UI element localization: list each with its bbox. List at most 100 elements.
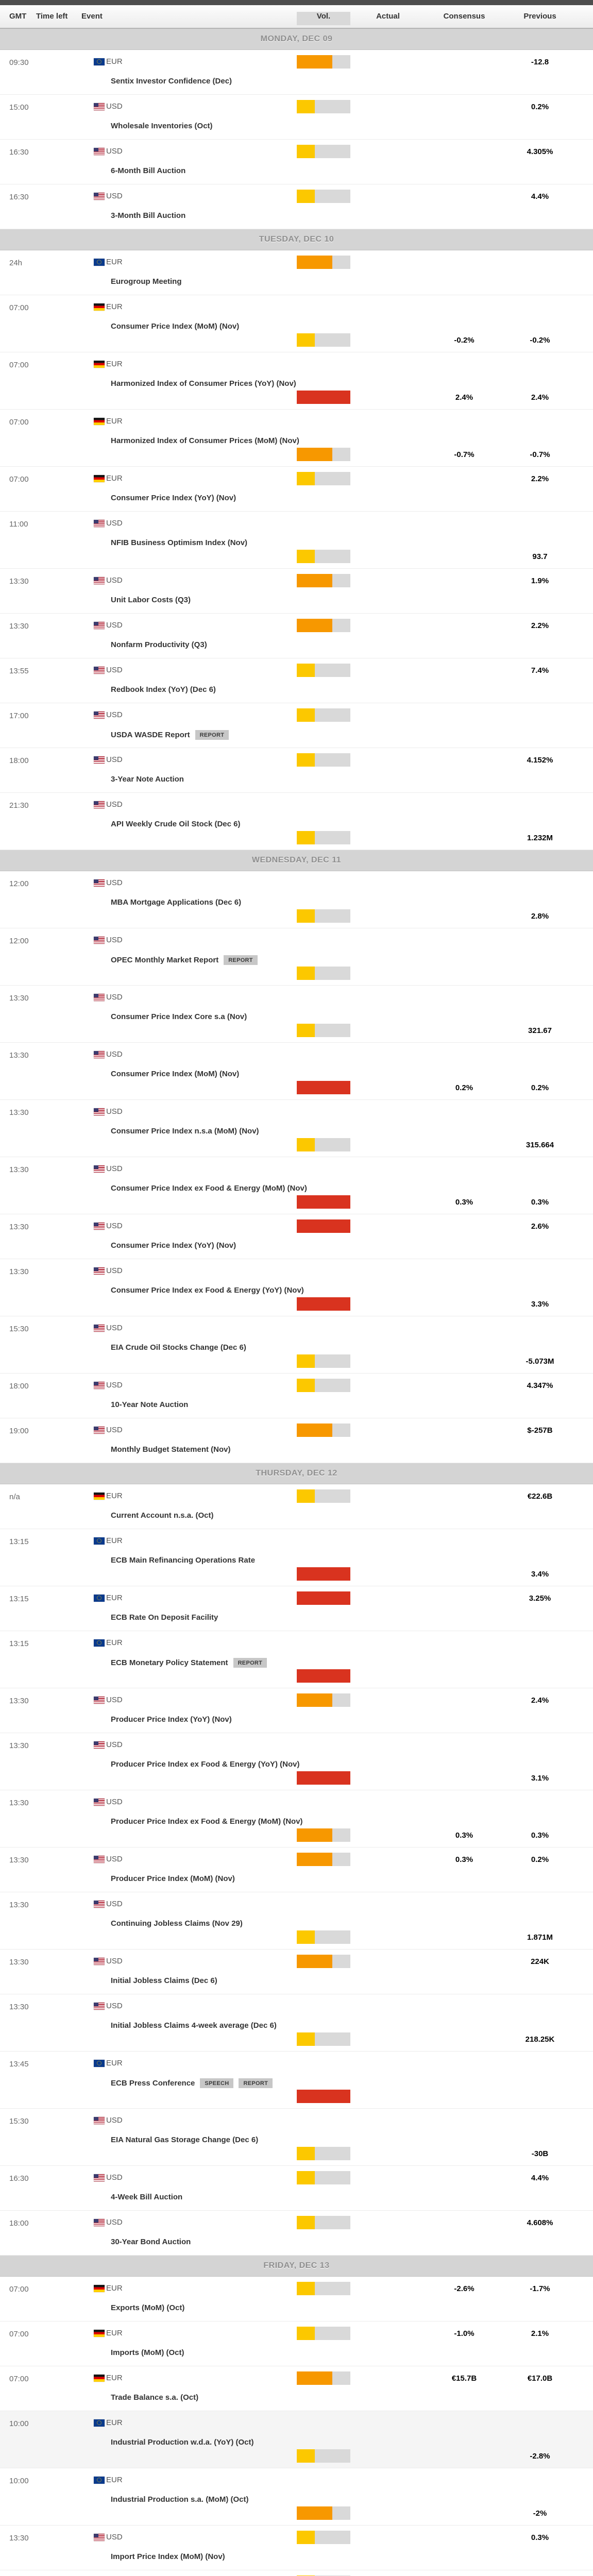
event-row[interactable]: 13:15 EUR ECB Monetary Policy Statement …: [0, 1631, 593, 1688]
volatility-bar[interactable]: [297, 967, 350, 980]
volatility-bar[interactable]: [297, 708, 350, 722]
event-row[interactable]: 15:30 USD EIA Natural Gas Storage Change…: [0, 2109, 593, 2166]
event-row[interactable]: 10:00 EUR Industrial Production s.a. (Mo…: [0, 2468, 593, 2526]
volatility-bar[interactable]: [297, 1828, 350, 1842]
event-title[interactable]: Industrial Production s.a. (MoM) (Oct): [111, 2495, 249, 2504]
volatility-bar[interactable]: [297, 145, 350, 158]
event-row[interactable]: 07:00 EUR Imports (MoM) (Oct) -1.0% 2.1%: [0, 2321, 593, 2366]
event-title[interactable]: Unit Labor Costs (Q3): [111, 596, 191, 604]
event-row[interactable]: 16:30 USD 6-Month Bill Auction 4.305%: [0, 140, 593, 184]
event-title[interactable]: Initial Jobless Claims (Dec 6): [111, 1976, 217, 1985]
event-title[interactable]: 10-Year Note Auction: [111, 1400, 189, 1409]
event-row[interactable]: 07:00 EUR Trade Balance s.a. (Oct) €15.7…: [0, 2366, 593, 2411]
event-title[interactable]: ECB Monetary Policy Statement: [111, 1658, 228, 1667]
event-title[interactable]: Producer Price Index ex Food & Energy (Y…: [111, 1760, 300, 1769]
event-row[interactable]: 13:55 USD Redbook Index (YoY) (Dec 6) 7.…: [0, 658, 593, 703]
volatility-bar[interactable]: [297, 2216, 350, 2229]
event-title[interactable]: Producer Price Index ex Food & Energy (M…: [111, 1817, 303, 1826]
event-title[interactable]: Harmonized Index of Consumer Prices (MoM…: [111, 436, 299, 445]
event-title[interactable]: Imports (MoM) (Oct): [111, 2348, 184, 2357]
event-row[interactable]: 13:30 USD Consumer Price Index n.s.a (Mo…: [0, 1100, 593, 1157]
volatility-bar[interactable]: [297, 1669, 350, 1683]
event-title[interactable]: Monthly Budget Statement (Nov): [111, 1445, 231, 1454]
event-title[interactable]: ECB Rate On Deposit Facility: [111, 1613, 218, 1622]
event-title[interactable]: EIA Crude Oil Stocks Change (Dec 6): [111, 1343, 246, 1352]
volatility-bar[interactable]: [297, 2531, 350, 2544]
event-row[interactable]: 13:30 USD Consumer Price Index Core s.a …: [0, 986, 593, 1043]
volatility-bar[interactable]: [297, 190, 350, 203]
event-title[interactable]: 6-Month Bill Auction: [111, 166, 186, 175]
volatility-bar[interactable]: [297, 2327, 350, 2340]
event-row[interactable]: 13:15 EUR ECB Rate On Deposit Facility 3…: [0, 1586, 593, 1631]
volatility-bar[interactable]: [297, 1693, 350, 1707]
event-title[interactable]: 30-Year Bond Auction: [111, 2238, 191, 2246]
event-row[interactable]: 13:30 USD Producer Price Index ex Food &…: [0, 1790, 593, 1848]
volatility-bar[interactable]: [297, 2171, 350, 2184]
event-title[interactable]: ECB Press Conference: [111, 2079, 195, 2088]
volatility-bar[interactable]: [297, 619, 350, 632]
volatility-bar[interactable]: [297, 1081, 350, 1094]
event-row[interactable]: 13:15 EUR ECB Main Refinancing Operation…: [0, 1529, 593, 1586]
event-row[interactable]: 13:30 USD Producer Price Index (YoY) (No…: [0, 1688, 593, 1733]
volatility-bar[interactable]: [297, 1489, 350, 1503]
event-row[interactable]: 21:30 USD API Weekly Crude Oil Stock (De…: [0, 793, 593, 850]
volatility-bar[interactable]: [297, 831, 350, 844]
event-title[interactable]: Producer Price Index (MoM) (Nov): [111, 1874, 235, 1883]
event-title[interactable]: Trade Balance s.a. (Oct): [111, 2393, 199, 2402]
event-title[interactable]: Consumer Price Index ex Food & Energy (M…: [111, 1184, 307, 1193]
event-title[interactable]: 4-Week Bill Auction: [111, 2193, 183, 2201]
event-title[interactable]: Industrial Production w.d.a. (YoY) (Oct): [111, 2438, 254, 2447]
volatility-bar[interactable]: [297, 1853, 350, 1866]
event-title[interactable]: Import Price Index (MoM) (Nov): [111, 2552, 225, 2561]
volatility-bar[interactable]: [297, 55, 350, 69]
event-row[interactable]: 13:30 USD Unit Labor Costs (Q3) 1.9%: [0, 569, 593, 614]
volatility-bar[interactable]: [297, 550, 350, 563]
volatility-bar[interactable]: [297, 1024, 350, 1037]
event-row[interactable]: 11:00 USD NFIB Business Optimism Index (…: [0, 512, 593, 569]
volatility-bar[interactable]: [297, 1138, 350, 1151]
event-title[interactable]: NFIB Business Optimism Index (Nov): [111, 538, 248, 547]
event-title[interactable]: Wholesale Inventories (Oct): [111, 122, 213, 130]
volatility-bar[interactable]: [297, 100, 350, 113]
event-row[interactable]: 13:30 USD Consumer Price Index ex Food &…: [0, 1157, 593, 1214]
volatility-bar[interactable]: [297, 448, 350, 461]
event-row[interactable]: 07:00 EUR Harmonized Index of Consumer P…: [0, 352, 593, 410]
event-row[interactable]: 15:30 USD EIA Crude Oil Stocks Change (D…: [0, 1316, 593, 1374]
volatility-bar[interactable]: [297, 1591, 350, 1605]
event-title[interactable]: EIA Natural Gas Storage Change (Dec 6): [111, 2136, 259, 2144]
event-title[interactable]: Nonfarm Productivity (Q3): [111, 640, 207, 649]
event-row[interactable]: 13:30 USD Initial Jobless Claims 4-week …: [0, 1994, 593, 2052]
event-title[interactable]: Consumer Price Index Core s.a (Nov): [111, 1012, 247, 1021]
event-title[interactable]: ECB Main Refinancing Operations Rate: [111, 1556, 256, 1565]
event-row[interactable]: 24h EUR Eurogroup Meeting: [0, 250, 593, 295]
event-row[interactable]: 09:30 EUR Sentix Investor Confidence (De…: [0, 50, 593, 95]
event-row[interactable]: 07:00 EUR Consumer Price Index (YoY) (No…: [0, 467, 593, 512]
event-title[interactable]: Producer Price Index (YoY) (Nov): [111, 1715, 232, 1724]
event-title[interactable]: Eurogroup Meeting: [111, 277, 182, 286]
event-row[interactable]: 07:00 EUR Exports (MoM) (Oct) -2.6% -1.7…: [0, 2277, 593, 2321]
event-row[interactable]: 10:00 EUR Industrial Production w.d.a. (…: [0, 2411, 593, 2468]
event-row[interactable]: 13:30 USD Consumer Price Index (MoM) (No…: [0, 1043, 593, 1100]
volatility-bar[interactable]: [297, 1771, 350, 1785]
volatility-bar[interactable]: [297, 1423, 350, 1437]
event-row[interactable]: 13:30 USD Export Price Index (YoY) (Nov)…: [0, 2570, 593, 2576]
event-title[interactable]: USDA WASDE Report: [111, 731, 190, 739]
volatility-bar[interactable]: [297, 256, 350, 269]
volatility-bar[interactable]: [297, 2090, 350, 2103]
volatility-bar[interactable]: [297, 1195, 350, 1209]
volatility-bar[interactable]: [297, 909, 350, 923]
event-title[interactable]: Exports (MoM) (Oct): [111, 2303, 185, 2312]
event-row[interactable]: 13:30 USD Nonfarm Productivity (Q3) 2.2%: [0, 614, 593, 658]
event-row[interactable]: 13:30 USD Consumer Price Index (YoY) (No…: [0, 1214, 593, 1259]
event-row[interactable]: 13:45 EUR ECB Press Conference SPEECH REP…: [0, 2052, 593, 2109]
event-row[interactable]: 07:00 EUR Consumer Price Index (MoM) (No…: [0, 295, 593, 352]
event-title[interactable]: Initial Jobless Claims 4-week average (D…: [111, 2021, 277, 2030]
event-title[interactable]: Consumer Price Index (YoY) (Nov): [111, 1241, 236, 1250]
event-row[interactable]: 13:30 USD Producer Price Index ex Food &…: [0, 1733, 593, 1790]
volatility-bar[interactable]: [297, 333, 350, 347]
event-row[interactable]: 12:00 USD MBA Mortgage Applications (Dec…: [0, 871, 593, 928]
event-title[interactable]: Consumer Price Index (MoM) (Nov): [111, 322, 240, 331]
event-title[interactable]: OPEC Monthly Market Report: [111, 956, 219, 964]
event-title[interactable]: 3-Year Note Auction: [111, 775, 184, 784]
event-row[interactable]: 13:30 USD Initial Jobless Claims (Dec 6)…: [0, 1950, 593, 1994]
